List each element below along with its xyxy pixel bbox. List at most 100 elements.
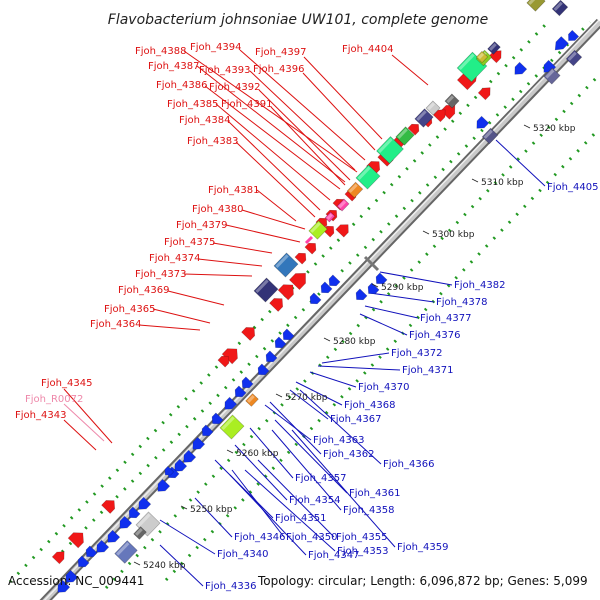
locus-label[interactable]: Fjoh_4382 bbox=[454, 280, 505, 291]
forward-gene-15 bbox=[335, 224, 349, 238]
feature-box-18 bbox=[133, 526, 147, 540]
reverse-gene-22 bbox=[174, 458, 188, 472]
kbp-tick-labels: 5240 kbp 5250 kbp 5260 kbp 5270 kbp 5280 kbp… bbox=[133, 124, 576, 571]
leader-left-15 bbox=[225, 224, 301, 243]
reverse-gene-26 bbox=[128, 506, 141, 519]
feature-box-13 bbox=[273, 252, 299, 278]
locus-label[interactable]: Fjoh_4397 bbox=[255, 47, 306, 58]
locus-label[interactable]: Fjoh_4394 bbox=[190, 42, 241, 53]
feature-box-5 bbox=[414, 108, 434, 128]
feature-box-10 bbox=[336, 198, 350, 212]
locus-label[interactable]: Fjoh_4357 bbox=[295, 473, 346, 484]
locus-label[interactable]: Fjoh_R0072 bbox=[25, 394, 83, 405]
feature-box-20 bbox=[543, 67, 561, 85]
locus-label[interactable]: Fjoh_4345 bbox=[41, 378, 92, 389]
feature-box-8 bbox=[355, 164, 381, 190]
gene-features bbox=[51, 0, 583, 593]
leader-left-9 bbox=[215, 103, 331, 201]
reverse-gene-32 bbox=[65, 569, 79, 583]
locus-label[interactable]: Fjoh_4355 bbox=[336, 532, 387, 543]
leader-right-11 bbox=[269, 401, 322, 455]
locus-label[interactable]: Fjoh_4340 bbox=[217, 549, 268, 560]
reverse-gene-19 bbox=[201, 424, 214, 437]
tick-2: 5260 kbp bbox=[226, 449, 279, 459]
locus-label[interactable]: Fjoh_4369 bbox=[118, 285, 169, 296]
locus-label[interactable]: Fjoh_4365 bbox=[104, 304, 155, 315]
reverse-gene-10 bbox=[309, 292, 322, 305]
locus-label[interactable]: Fjoh_4353 bbox=[337, 546, 388, 557]
leader-right-17 bbox=[214, 459, 274, 519]
locus-label[interactable]: Fjoh_4343 bbox=[15, 410, 66, 421]
reverse-gene-27 bbox=[119, 515, 133, 529]
locus-label[interactable]: Fjoh_4358 bbox=[343, 505, 394, 516]
locus-label[interactable]: Fjoh_4363 bbox=[313, 435, 364, 446]
locus-label[interactable]: Fjoh_4350 bbox=[286, 532, 337, 543]
locus-label[interactable]: Fjoh_4378 bbox=[436, 297, 487, 308]
feature-pink-stub bbox=[304, 235, 314, 245]
tick-1: 5250 kbp bbox=[180, 505, 233, 515]
locus-label[interactable]: Fjoh_4387 bbox=[148, 61, 199, 72]
tick-0: 5240 kbp bbox=[133, 561, 186, 571]
leader-lines bbox=[63, 49, 546, 587]
feature-box-2 bbox=[475, 50, 489, 64]
locus-label[interactable]: Fjoh_4354 bbox=[289, 495, 340, 506]
locus-label[interactable]: Fjoh_4364 bbox=[90, 319, 141, 330]
locus-label[interactable]: Fjoh_4374 bbox=[149, 253, 200, 264]
feature-box-25 bbox=[487, 41, 501, 55]
locus-label[interactable]: Fjoh_4370 bbox=[358, 382, 409, 393]
locus-label[interactable]: Fjoh_4375 bbox=[164, 237, 215, 248]
locus-label[interactable]: Fjoh_4385 bbox=[167, 99, 218, 110]
locus-label[interactable]: Fjoh_4381 bbox=[208, 185, 259, 196]
leader-right-2 bbox=[369, 292, 435, 303]
locus-label[interactable]: Fjoh_4379 bbox=[176, 220, 227, 231]
reverse-gene-30 bbox=[85, 545, 98, 558]
feature-box-11 bbox=[324, 211, 336, 223]
reverse-gene-21 bbox=[183, 449, 197, 463]
locus-label[interactable]: Fjoh_4373 bbox=[135, 269, 186, 280]
leader-left-4 bbox=[196, 65, 346, 183]
reverse-gene-6 bbox=[367, 282, 380, 295]
locus-label[interactable]: Fjoh_4383 bbox=[187, 136, 238, 147]
locus-label[interactable]: Fjoh_4405 bbox=[547, 182, 598, 193]
locus-label[interactable]: Fjoh_4351 bbox=[275, 513, 326, 524]
tick-label: 5260 kbp bbox=[236, 449, 279, 459]
locus-label[interactable]: Fjoh_4367 bbox=[330, 414, 381, 425]
reverse-gene-24 bbox=[157, 478, 171, 492]
locus-label[interactable]: Fjoh_4396 bbox=[253, 64, 304, 75]
leader-left-23 bbox=[63, 403, 105, 442]
locus-label[interactable]: Fjoh_4388 bbox=[135, 46, 186, 57]
reverse-gene-20 bbox=[192, 436, 206, 450]
locus-label[interactable]: Fjoh_4391 bbox=[221, 99, 272, 110]
locus-label[interactable]: Fjoh_4346 bbox=[234, 532, 285, 543]
locus-label[interactable]: Fjoh_4376 bbox=[409, 330, 460, 341]
locus-label[interactable]: Fjoh_4392 bbox=[209, 82, 260, 93]
locus-label[interactable]: Fjoh_4362 bbox=[323, 449, 374, 460]
feature-box-14 bbox=[253, 277, 279, 303]
locus-label[interactable]: Fjoh_4359 bbox=[397, 542, 448, 553]
forward-gene-6 bbox=[407, 123, 420, 136]
locus-label[interactable]: Fjoh_4393 bbox=[199, 65, 250, 76]
feature-box-19 bbox=[114, 540, 138, 564]
reverse-gene-4 bbox=[476, 115, 490, 129]
locus-label[interactable]: Fjoh_4366 bbox=[383, 459, 434, 470]
locus-label[interactable]: Fjoh_4377 bbox=[420, 313, 471, 324]
locus-label[interactable]: Fjoh_4384 bbox=[179, 115, 230, 126]
leader-left-20 bbox=[152, 308, 211, 324]
locus-label[interactable]: Fjoh_4380 bbox=[192, 204, 243, 215]
feature-box-6 bbox=[395, 126, 415, 146]
locus-label[interactable]: Fjoh_4404 bbox=[342, 44, 393, 55]
locus-label[interactable]: Fjoh_4372 bbox=[391, 348, 442, 359]
locus-label[interactable]: Fjoh_4386 bbox=[156, 80, 207, 91]
leader-right-19 bbox=[194, 497, 233, 538]
reverse-gene-7 bbox=[355, 288, 368, 301]
locus-label[interactable]: Fjoh_4336 bbox=[205, 581, 256, 592]
reverse-gene-12 bbox=[274, 336, 287, 349]
locus-label[interactable]: Fjoh_4361 bbox=[349, 488, 400, 499]
locus-label[interactable]: Fjoh_4368 bbox=[344, 400, 395, 411]
leader-right-1 bbox=[379, 271, 453, 286]
forward-gene-24 bbox=[217, 355, 230, 368]
tick-label: 5240 kbp bbox=[143, 561, 186, 571]
locus-label[interactable]: Fjoh_4371 bbox=[402, 365, 453, 376]
locus-label[interactable]: Fjoh_4347 bbox=[308, 550, 359, 561]
leader-right-4 bbox=[359, 313, 408, 336]
